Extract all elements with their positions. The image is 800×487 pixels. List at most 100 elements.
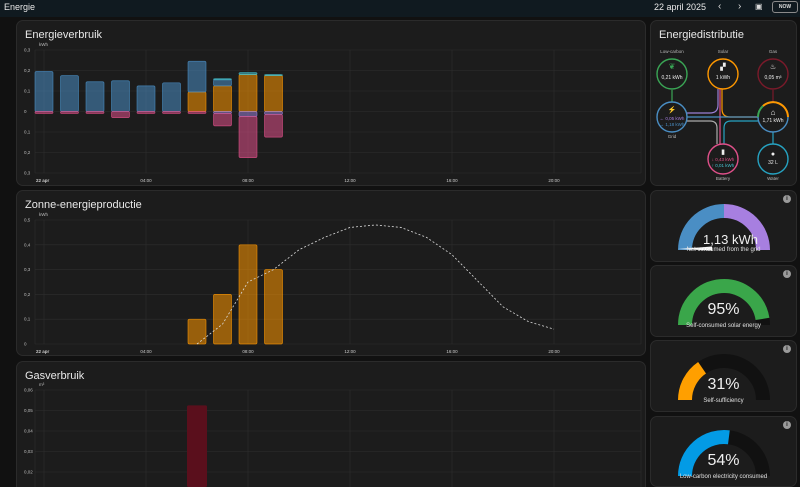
info-icon[interactable]: i (783, 195, 791, 203)
battery-home-line (723, 120, 758, 144)
x-tick-label: 08:00 (242, 178, 254, 183)
y-tick-label: 0,04 (24, 429, 33, 434)
water-drop-icon: ● (771, 151, 775, 158)
y-tick-label: 0,4 (24, 242, 31, 247)
energy-usage-card: Energieverbruik kWh 0,3 0,2 0,1 0 0,1 0,2 0,3 22… (16, 20, 646, 186)
battery_in-bar (264, 114, 283, 138)
gauge-value-arc (678, 430, 730, 477)
now-button[interactable]: NOW (772, 1, 798, 13)
battery_in-bar (60, 111, 79, 114)
grid-bar (111, 80, 130, 112)
lowcarbon-node (656, 58, 688, 90)
battery-discharge-value: ↑ 0,01 kWh (712, 163, 735, 168)
solar-bar (238, 244, 258, 345)
card-title: Energiedistributie (659, 29, 744, 41)
grid-bar (60, 75, 79, 112)
gas-usage-card: Gasverbruik m³ 0,06 0,05 0,04 0,03 0,02 (16, 361, 646, 487)
grid-label: Grid (668, 134, 677, 139)
info-icon[interactable]: i (783, 270, 791, 278)
battery_in-bar (162, 111, 181, 114)
water-node (757, 143, 789, 175)
unit-label: kWh (39, 212, 48, 217)
y-tick-label: 0,3 (24, 171, 31, 176)
gauge-value-arc (678, 279, 770, 326)
gauge-card: i 95% Self-consumed solar energy (650, 265, 797, 337)
transmission-tower-icon: ⚡ (668, 105, 677, 114)
y-tick-label: 0,2 (24, 292, 31, 297)
card-title: Energieverbruik (25, 29, 103, 41)
grid-bar (136, 85, 156, 112)
solar-bar (187, 91, 207, 112)
solar-production-card: Zonne-energieproductie kWh 0,5 0,4 0,3 0,2 0,… (16, 190, 646, 356)
battery_out-bar (213, 78, 232, 81)
battery-icon: ▮ (721, 149, 725, 156)
y-tick-label: 0,06 (24, 388, 33, 393)
gauge-label: Low-carbon electricity consumed (679, 474, 768, 480)
y-tick-label: 0,5 (24, 218, 31, 223)
chevron-left-icon[interactable]: ‹ (718, 1, 722, 12)
energy-usage-chart: kWh 0,3 0,2 0,1 0 0,1 0,2 0,3 22 apr 04:00 08:00 12… (24, 42, 642, 183)
page-title: Energie (4, 2, 36, 12)
gauge-value: 1,13 kWh (703, 232, 758, 247)
to_grid-bar (264, 111, 283, 115)
x-tick-label: 16:00 (446, 349, 458, 354)
gauge-value-arc (678, 361, 707, 401)
y-tick-label: 0,3 (24, 267, 31, 272)
chevron-right-icon[interactable]: › (738, 1, 742, 12)
card-title: Zonne-energieproductie (25, 199, 142, 211)
y-tick-label: 0,03 (24, 449, 33, 454)
top-bar: Energie 22 april 2025 ‹ › ▣ NOW (0, 0, 800, 17)
x-tick-label: 12:00 (344, 349, 356, 354)
gauge-label: Self-consumed solar energy (686, 323, 761, 329)
grid-bar (187, 60, 207, 93)
gas-value: 0,05 m³ (765, 75, 782, 81)
battery_in-bar (111, 111, 130, 119)
info-icon[interactable]: i (783, 345, 791, 353)
solar-grid-line (687, 89, 719, 114)
x-tick-label: 12:00 (344, 178, 356, 183)
y-tick-label: 0 (24, 342, 27, 347)
solar-bar (264, 269, 283, 345)
leaf-icon: ❦ (669, 62, 676, 71)
x-tick-label: 20:00 (548, 349, 560, 354)
calendar-icon[interactable]: ▣ (755, 2, 763, 11)
x-tick-label: 04:00 (140, 178, 152, 183)
card-title: Gasverbruik (25, 370, 85, 382)
grid-bar (34, 71, 54, 112)
distribution-diagram: Low-carbon Solar Gas Grid Battery Water … (656, 49, 789, 181)
solar-bar (213, 294, 232, 345)
battery-label: Battery (716, 176, 731, 181)
battery-charge-value: ↓ 0,43 kWh (712, 157, 735, 162)
gauge-card: i 1,13 kWh Net consumed from the grid (650, 190, 797, 262)
y-tick-label: 0,1 (24, 317, 31, 322)
battery_in-bar (187, 111, 207, 114)
grid-import-value: → 1,18 kWh (660, 122, 685, 127)
to_grid-bar (238, 111, 258, 117)
solar-panel-icon: ▞ (719, 62, 726, 71)
solar-bar (213, 85, 232, 112)
gauge-value: 54% (707, 452, 740, 469)
grid-bar (162, 82, 181, 112)
battery_in-bar (213, 113, 232, 127)
info-icon[interactable]: i (783, 421, 791, 429)
solar-bar (238, 74, 258, 112)
battery-node (707, 143, 739, 175)
solar-label: Solar (718, 49, 729, 54)
y-tick-label: 0,1 (24, 130, 31, 135)
gas-node (757, 58, 789, 90)
y-tick-label: 0,05 (24, 408, 33, 413)
y-tick-label: 0,02 (24, 470, 33, 475)
gas-bar (187, 405, 207, 487)
y-tick-label: 0,2 (24, 68, 31, 73)
gauge-value: 95% (707, 301, 740, 318)
x-tick-label: 20:00 (548, 178, 560, 183)
battery_in-bar (136, 111, 156, 114)
home-value: 1,71 kWh (762, 118, 783, 124)
grid-bar (213, 79, 232, 87)
gauge-card: i 31% Self-sufficiency (650, 340, 797, 412)
battery_in-bar (238, 116, 258, 158)
gauge-import-arc (678, 204, 725, 251)
y-tick-label: 0,3 (24, 48, 31, 53)
gas-label: Gas (769, 49, 778, 54)
home-icon: ⌂ (771, 108, 776, 117)
